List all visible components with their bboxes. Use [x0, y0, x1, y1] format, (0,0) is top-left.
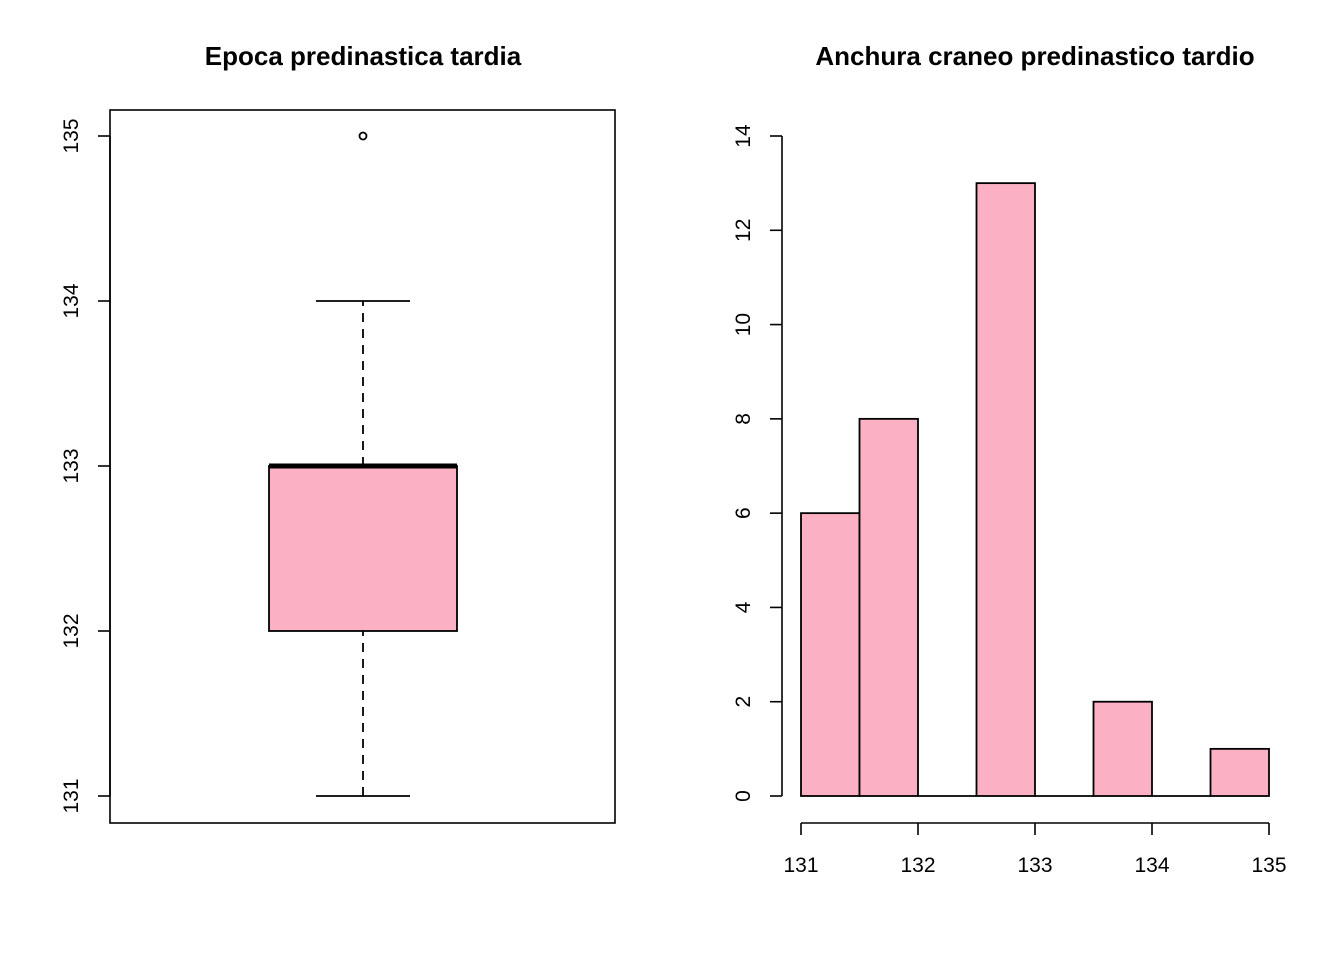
- histogram-panel: Anchura craneo predinastico tardio 0 2 4 6 8…: [732, 41, 1287, 877]
- histogram-x-axis: 131 132 133 134 135: [783, 822, 1287, 877]
- y-tick-label: 131: [60, 778, 83, 813]
- y-tick-label: 6: [732, 507, 755, 519]
- histogram-bars: [800, 182, 1270, 797]
- y-tick-label: 14: [732, 124, 755, 148]
- y-tick-label: 0: [732, 790, 755, 802]
- histogram-y-axis: 0 2 4 6 8 10 12 14: [732, 124, 783, 802]
- y-tick-label: 10: [732, 313, 755, 336]
- boxplot-panel: Epoca predinastica tardia 13113213313413…: [60, 41, 616, 824]
- histogram-bar: [975, 182, 1036, 797]
- y-tick-label: 4: [732, 601, 755, 613]
- y-tick-label: 12: [732, 219, 755, 242]
- x-tick-label: 133: [1017, 854, 1052, 877]
- boxplot-marks: [268, 131, 458, 797]
- boxplot-title: Epoca predinastica tardia: [205, 41, 522, 71]
- histogram-bar: [1209, 747, 1270, 797]
- iqr-box: [268, 465, 458, 632]
- x-tick-label: 132: [900, 854, 935, 877]
- y-tick-label: 2: [732, 696, 755, 708]
- histogram-bar: [1092, 700, 1153, 797]
- y-tick-label: 132: [60, 613, 83, 648]
- histogram-bar: [800, 512, 861, 797]
- y-tick-label: 135: [60, 118, 83, 153]
- y-tick-label: 8: [732, 413, 755, 425]
- y-tick-label: 133: [60, 448, 83, 483]
- y-tick-label: 134: [60, 283, 83, 318]
- outlier-point: [358, 131, 368, 141]
- x-tick-label: 131: [783, 854, 818, 877]
- x-tick-label: 134: [1134, 854, 1169, 877]
- histogram-bar: [858, 417, 919, 797]
- histogram-title: Anchura craneo predinastico tardio: [815, 41, 1254, 71]
- boxplot-y-axis: 131 132 133 134 135: [60, 118, 111, 814]
- x-tick-label: 135: [1251, 854, 1286, 877]
